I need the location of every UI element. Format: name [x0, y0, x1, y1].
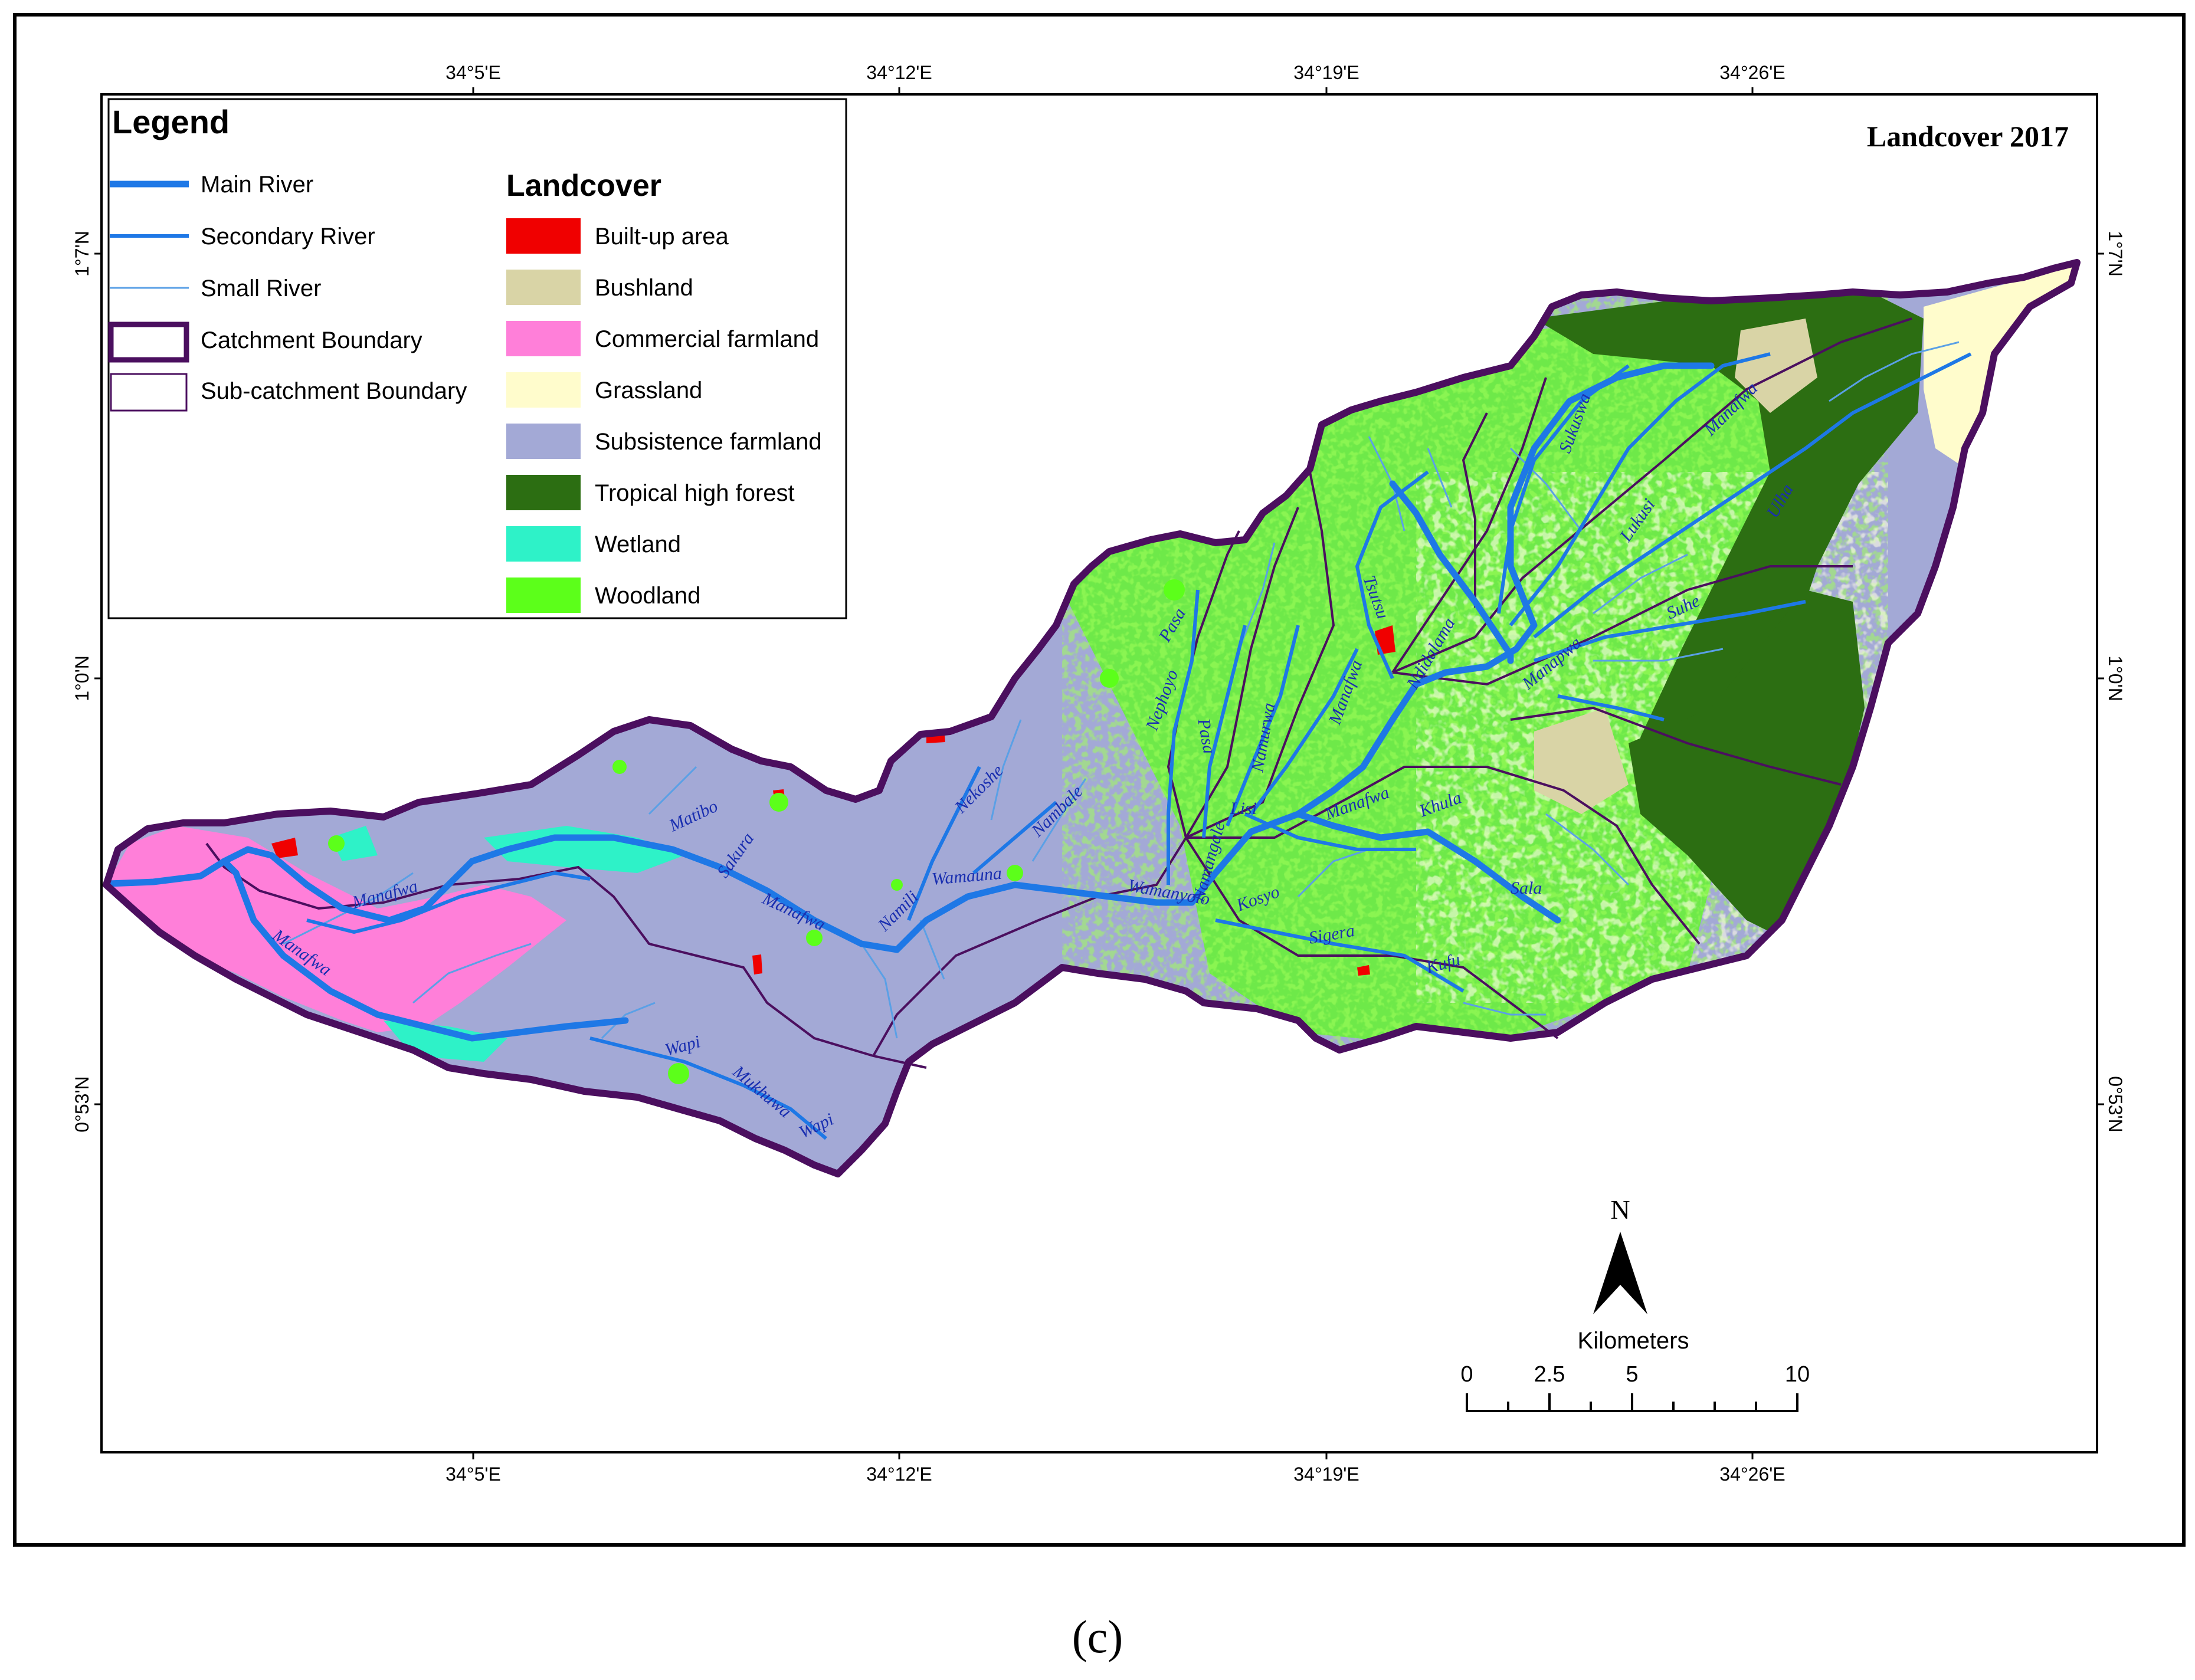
graticule-right-label: 1°0'N — [2105, 655, 2126, 701]
legend-landcover-label: Wetland — [595, 531, 681, 557]
graticule-top-label: 34°12'E — [866, 62, 932, 83]
north-arrow-left-half — [1593, 1232, 1620, 1314]
scale-bar-tick-label: 10 — [1785, 1362, 1810, 1387]
map-frame — [13, 13, 2186, 1547]
scale-bar-tick-label: 0 — [1460, 1362, 1473, 1387]
catchment-boundary — [103, 259, 2081, 1177]
north-arrow-label: N — [1610, 1195, 1630, 1225]
legend-landcover-label: Built-up area — [595, 224, 729, 250]
graticule-labels: 34°5'E 34°12'E 34°19'E 34°26'E 34°5'E 34… — [71, 62, 2126, 1485]
graticule-top-label: 34°26'E — [1719, 62, 1785, 83]
map-neatline — [100, 93, 2098, 1453]
woodland-scatter-west — [328, 579, 1185, 1084]
legend-landcover-label: Tropical high forest — [595, 480, 795, 506]
sub-catchment-boundaries — [205, 317, 1912, 1069]
scale-bar-tick-label: 2.5 — [1534, 1362, 1565, 1387]
scale-bar-line — [1466, 1393, 1798, 1412]
tropical-high-forest-south — [1629, 590, 1865, 944]
legend-line-label: Secondary River — [201, 224, 375, 250]
scale-bar-tick-label: 5 — [1626, 1362, 1638, 1387]
wetland-patch-west — [330, 826, 378, 861]
north-arrow-right-half — [1620, 1232, 1647, 1314]
legend-landcover-title: Landcover — [506, 169, 661, 203]
river-label: Lisi — [1230, 799, 1257, 818]
legend-landcover-label: Grassland — [595, 378, 702, 403]
tropical-high-forest-zone — [1534, 295, 1924, 814]
main-river — [106, 362, 1715, 1042]
legend-subcatchment-swatch — [110, 373, 188, 412]
legend-line-label: Sub-catchment Boundary — [201, 378, 467, 404]
wetland-patch — [484, 826, 684, 873]
graticule-bottom-label: 34°26'E — [1719, 1464, 1785, 1485]
map-title: Landcover 2017 — [1867, 120, 2069, 153]
legend-box — [107, 98, 847, 619]
legend-title: Legend — [112, 103, 230, 140]
legend-landcover-label: Commercial farmland — [595, 326, 819, 352]
legend-landcover-label: Subsistence farmland — [595, 429, 822, 455]
legend-landcover-swatches — [506, 218, 581, 613]
graticule-bottom-label: 34°5'E — [445, 1464, 501, 1485]
graticule-top-label: 34°19'E — [1293, 62, 1359, 83]
legend-line-label: Catchment Boundary — [201, 327, 422, 353]
graticule-bottom-label: 34°12'E — [866, 1464, 932, 1485]
graticule-right-label: 1°7'N — [2105, 231, 2126, 277]
graticule-top-label: 34°5'E — [445, 62, 501, 83]
river-label: Sala — [1511, 878, 1542, 898]
scale-bar-units: Kilometers — [1578, 1328, 1689, 1354]
legend-landcover-label: Bushland — [595, 275, 693, 301]
legend-landcover-label: Woodland — [595, 583, 700, 609]
scale-bar: Kilometers 0 2.5 5 10 — [1460, 1328, 1810, 1412]
legend-line-label: Main River — [201, 172, 313, 198]
legend-catchment-swatch — [108, 321, 189, 363]
graticule-right-label: 0°53'N — [2105, 1076, 2126, 1132]
figure-caption: (c) — [1072, 1611, 1123, 1662]
legend-line-label: Small River — [201, 275, 321, 301]
graticule-left-label: 0°53'N — [71, 1076, 93, 1132]
graticule-left-label: 1°7'N — [71, 231, 93, 277]
legend: Legend Main River Secondary River Small … — [107, 98, 847, 619]
graticule-left-label: 1°0'N — [71, 655, 93, 701]
graticule-ticks — [94, 87, 2104, 1459]
north-arrow: N — [1593, 1195, 1647, 1314]
bushland-patch-north — [1735, 319, 1817, 413]
graticule-bottom-label: 34°19'E — [1293, 1464, 1359, 1485]
